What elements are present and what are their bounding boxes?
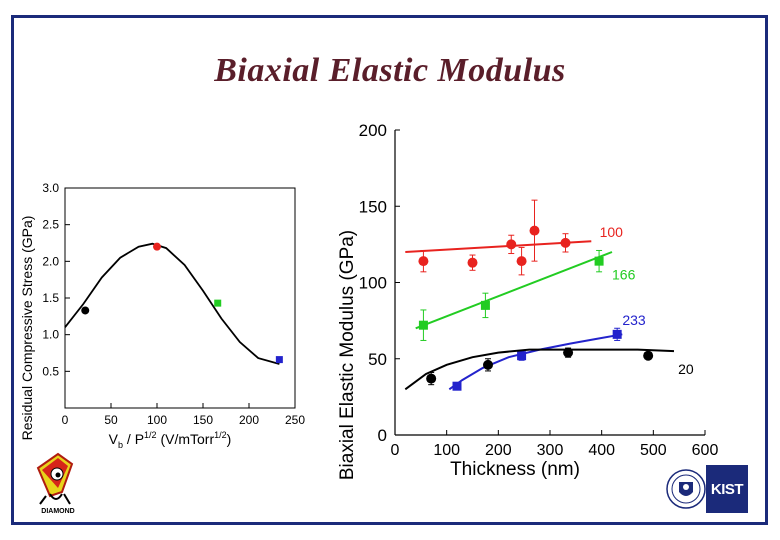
left-data-point xyxy=(153,242,161,251)
right-data-point-20 xyxy=(643,350,654,361)
right-y-tick-label: 0 xyxy=(378,426,387,445)
left-y-tick-label: 3.0 xyxy=(42,181,59,195)
right-data-point-233 xyxy=(517,351,527,361)
left-x-axis-label: Vb / P1/2 (V/mTorr1/2) xyxy=(109,430,232,450)
right-fit-line-166 xyxy=(415,251,613,330)
left-data-point xyxy=(81,306,90,315)
right-series-label-166: 166 xyxy=(612,266,636,282)
right-data-point-233 xyxy=(452,381,462,391)
right-x-tick-label: 600 xyxy=(692,442,719,459)
right-data-point-166 xyxy=(594,256,604,266)
left-y-axis-label: Residual Compressive Stress (GPa) xyxy=(19,216,35,441)
left-x-tick-label: 200 xyxy=(239,413,259,427)
right-data-point-100 xyxy=(516,256,527,267)
left-y-tick-label: 1.0 xyxy=(42,328,59,342)
right-y-tick-label: 50 xyxy=(368,350,387,369)
right-data-point-100 xyxy=(529,225,540,236)
left-x-tick-label: 100 xyxy=(147,413,167,427)
left-x-axis-label-part: b xyxy=(118,440,123,450)
left-x-tick-label: 50 xyxy=(104,413,118,427)
right-fit-line-100 xyxy=(405,240,592,253)
left-y-tick-label: 2.0 xyxy=(42,254,59,268)
right-y-tick-label: 150 xyxy=(359,197,387,216)
left-x-axis-label-part: ) xyxy=(227,431,232,447)
left-fit-curve xyxy=(64,242,280,365)
left-x-tick-label: 0 xyxy=(62,413,69,427)
slide-frame xyxy=(11,15,768,525)
left-x-axis-label-part: V xyxy=(109,431,119,447)
right-x-tick-label: 400 xyxy=(588,442,615,459)
left-x-axis-label-part: 1/2 xyxy=(144,430,157,440)
left-data-point xyxy=(275,356,283,364)
right-data-point-20 xyxy=(426,373,437,384)
right-data-point-166 xyxy=(418,320,428,330)
left-data-point xyxy=(214,299,222,307)
right-x-tick-label: 500 xyxy=(640,442,667,459)
right-data-point-100 xyxy=(467,257,478,268)
right-y-tick-label: 200 xyxy=(359,121,387,140)
right-x-axis-label: Thickness (nm) xyxy=(450,459,580,480)
left-x-tick-label: 250 xyxy=(285,413,305,427)
left-y-tick-label: 1.5 xyxy=(42,291,59,305)
right-x-tick-label: 100 xyxy=(433,442,460,459)
right-data-point-20 xyxy=(483,359,493,370)
right-fit-line-20 xyxy=(404,348,675,391)
modulus-vs-thickness-chart: 0 100 200 300 400 500 600 0 50 100 150 200 100 166 233… xyxy=(337,121,719,480)
left-x-axis-label-part: (V/mTorr xyxy=(157,431,215,447)
right-series-label-20: 20 xyxy=(678,361,694,377)
right-y-tick-label: 100 xyxy=(359,274,387,293)
right-data-point-166 xyxy=(480,300,490,310)
left-x-axis-label-part: 1/2 xyxy=(214,430,227,440)
right-y-axis-label: Biaxial Elastic Modulus (GPa) xyxy=(337,230,358,480)
right-data-point-100 xyxy=(506,239,517,250)
right-data-point-100 xyxy=(418,256,429,267)
right-x-tick-label: 200 xyxy=(485,442,512,459)
kist-logo: KIST xyxy=(706,465,748,513)
diamond-mascot-logo: DIAMOND xyxy=(36,452,75,515)
right-data-point-100 xyxy=(560,237,571,248)
right-x-tick-label: 300 xyxy=(537,442,564,459)
right-x-tick-label: 0 xyxy=(391,442,400,459)
left-y-tick-label: 2.5 xyxy=(42,218,59,232)
slide-title: Biaxial Elastic Modulus xyxy=(214,52,566,89)
right-series-label-100: 100 xyxy=(600,224,624,240)
kist-logo-text: KIST xyxy=(710,480,744,498)
right-fit-line-233 xyxy=(448,333,623,391)
university-seal-icon xyxy=(666,469,706,509)
diamond-logo-text: DIAMOND xyxy=(41,508,74,515)
left-x-axis-label-part: / P xyxy=(123,431,144,447)
left-plot-frame xyxy=(64,187,296,409)
right-data-point-20 xyxy=(563,347,574,358)
right-data-point-233 xyxy=(612,329,622,339)
right-series-label-233: 233 xyxy=(622,312,646,328)
left-y-tick-label: 0.5 xyxy=(42,364,59,378)
left-x-tick-label: 150 xyxy=(193,413,213,427)
